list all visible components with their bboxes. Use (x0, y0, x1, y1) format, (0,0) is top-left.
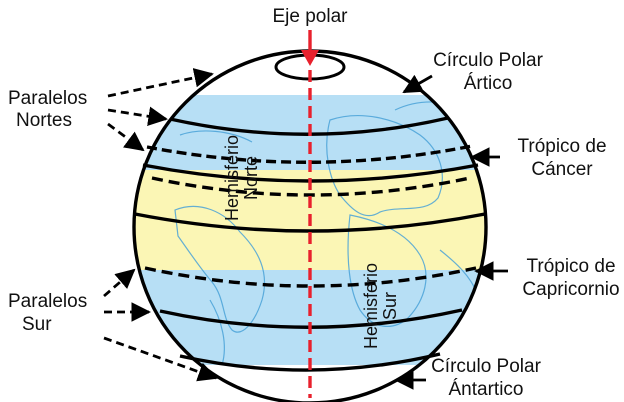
axis-label: Eje polar (273, 6, 349, 27)
label-north-parallels-line1: Paralelos (8, 88, 87, 109)
hemisphere-north-line1: Hemisferio (222, 135, 242, 221)
polar-axis-arrowhead (301, 50, 319, 66)
label-antarctic-line1: Círculo Polar (431, 356, 541, 377)
polar-axis (301, 30, 319, 398)
hemisphere-north-line2: Norte (241, 156, 261, 200)
label-capricorn-line1: Trópico de (526, 256, 615, 277)
hemisphere-north-label: Hemisferio Norte (222, 135, 261, 221)
label-arctic-line1: Círculo Polar (433, 50, 543, 71)
arrow-north-3 (107, 122, 145, 152)
hemisphere-south-label: Hemisferio Sur (361, 263, 400, 349)
arrow-north-2 (107, 106, 168, 126)
hemisphere-south-line1: Hemisferio (361, 263, 381, 349)
parallel-capricorn-dashed (144, 266, 477, 288)
hemisphere-south-line2: Sur (380, 292, 400, 320)
label-north-parallels-line2: Nortes (16, 110, 72, 131)
arrow-north-1 (107, 68, 214, 98)
label-arctic-line2: Ártico (464, 73, 513, 94)
label-south-parallels-line2: Sur (22, 314, 52, 335)
label-antarctic-line2: Ántartico (449, 379, 524, 400)
arrow-arctic (402, 74, 433, 94)
right-arrows (394, 74, 508, 390)
label-capricorn-line2: Capricornio (522, 279, 619, 300)
left-arrows (103, 68, 218, 382)
parallel-equator (134, 212, 486, 233)
parallel-north-secondary (151, 176, 471, 197)
label-cancer-line2: Cáncer (531, 159, 593, 180)
label-south-parallels-line1: Paralelos (8, 291, 87, 312)
label-cancer-line1: Trópico de (517, 136, 606, 157)
arrow-south-1 (103, 268, 136, 298)
arrow-south-3 (103, 336, 218, 382)
